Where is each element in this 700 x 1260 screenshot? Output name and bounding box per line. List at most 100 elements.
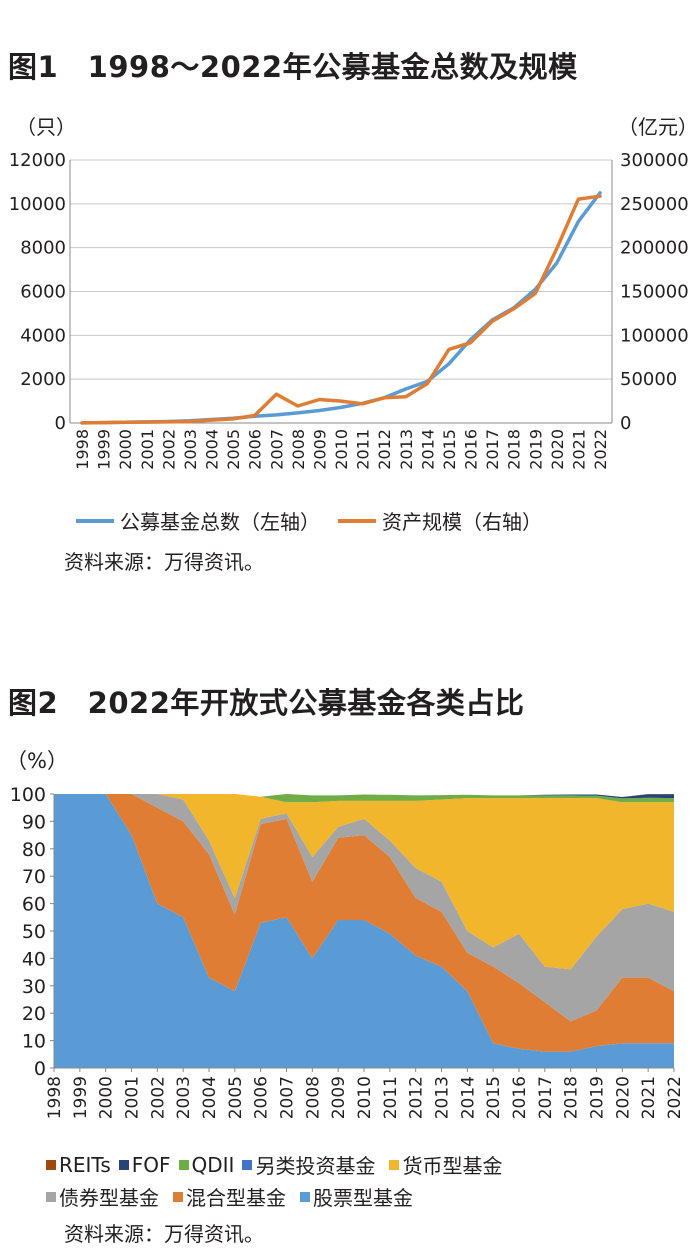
chart1-title: 图1 1998～2022年公募基金总数及规模 bbox=[8, 50, 578, 84]
x-tick-label: 1998 bbox=[45, 1076, 65, 1119]
x-tick-label: 2022 bbox=[665, 1076, 685, 1119]
y-left-tick-label: 6000 bbox=[20, 282, 66, 303]
x-tick-label: 2003 bbox=[181, 429, 200, 470]
x-tick-label: 2006 bbox=[252, 1076, 272, 1119]
x-tick-label: 2005 bbox=[224, 429, 243, 470]
x-tick-label: 2001 bbox=[138, 429, 157, 470]
x-tick-label: 2009 bbox=[329, 1076, 349, 1119]
x-tick-label: 2011 bbox=[381, 1076, 401, 1119]
x-tick-label: 2019 bbox=[588, 1076, 608, 1119]
x-tick-label: 2011 bbox=[354, 429, 373, 470]
y-tick-label: 30 bbox=[22, 976, 46, 998]
legend-swatch bbox=[173, 1191, 183, 1202]
x-tick-label: 2017 bbox=[483, 429, 502, 470]
legend-swatch bbox=[118, 1159, 129, 1170]
y-right-tick-label: 0 bbox=[620, 413, 631, 434]
y-right-unit: （亿元） bbox=[618, 115, 698, 139]
y-tick-label: 10 bbox=[22, 1031, 46, 1053]
x-tick-label: 2014 bbox=[418, 429, 437, 470]
legend-swatch bbox=[46, 1191, 56, 1202]
legend-label-reits: REITs bbox=[59, 1152, 111, 1177]
chart2-legend-row2: 债券型基金 混合型基金 股票型基金 bbox=[46, 1182, 413, 1211]
legend-label-fund-count: 公募基金总数（左轴） bbox=[120, 510, 320, 534]
y-tick-label: 70 bbox=[22, 866, 46, 888]
x-tick-label: 2018 bbox=[505, 429, 524, 470]
x-tick-label: 2009 bbox=[310, 429, 329, 470]
y-tick-label: 80 bbox=[22, 839, 46, 861]
x-tick-label: 2012 bbox=[407, 1076, 427, 1119]
x-tick-label: 2002 bbox=[148, 1076, 168, 1119]
y-right-tick-label: 300000 bbox=[620, 150, 689, 171]
legend-label-asset-size: 资产规模（右轴） bbox=[382, 510, 542, 534]
x-tick-label: 2004 bbox=[203, 429, 222, 470]
y-tick-label: 100 bbox=[10, 784, 46, 806]
y-right-tick-label: 200000 bbox=[620, 238, 689, 259]
legend-label-hybrid: 混合型基金 bbox=[186, 1186, 286, 1210]
x-tick-label: 2012 bbox=[375, 429, 394, 470]
legend-label-alternative: 另类投资基金 bbox=[255, 1154, 376, 1178]
x-tick-label: 2010 bbox=[355, 1076, 375, 1119]
series-line bbox=[80, 194, 602, 425]
y-tick-label: 0 bbox=[34, 1058, 46, 1080]
y-right-tick-label: 250000 bbox=[620, 194, 689, 215]
legend-label-qdii: QDII bbox=[191, 1152, 235, 1177]
x-tick-label: 2008 bbox=[289, 429, 308, 470]
y-left-tick-label: 8000 bbox=[20, 238, 66, 259]
chart2-source: 资料来源：万得资讯。 bbox=[64, 1222, 264, 1246]
chart2-title: 图2 2022年开放式公募基金各类占比 bbox=[8, 686, 525, 720]
y-tick-label: 90 bbox=[22, 811, 46, 833]
area-series bbox=[54, 794, 674, 803]
x-tick-label: 2020 bbox=[548, 429, 567, 470]
area-series bbox=[54, 794, 674, 1068]
chart1-plot: 0 2000 4000 6000 8000 10000 12000 0 50000 100000 1… bbox=[9, 115, 698, 470]
legend-swatch bbox=[242, 1159, 253, 1170]
x-tick-label: 2013 bbox=[433, 1076, 453, 1119]
y-tick-label: 60 bbox=[22, 894, 46, 916]
x-tick-label: 2006 bbox=[246, 429, 265, 470]
x-tick-label: 1999 bbox=[71, 1076, 91, 1119]
x-tick-label: 2000 bbox=[97, 1076, 117, 1119]
x-tick-label: 2018 bbox=[562, 1076, 582, 1119]
y-left-tick-label: 4000 bbox=[20, 325, 66, 346]
y-right-tick-label: 100000 bbox=[620, 325, 689, 346]
legend-swatch bbox=[46, 1159, 56, 1170]
x-tick-label: 2014 bbox=[458, 1076, 478, 1119]
x-tick-label: 2002 bbox=[159, 429, 178, 470]
chart2-legend-row1: REITs FOF QDII 另类投资基金 货币型基金 bbox=[46, 1150, 502, 1179]
legend-line-swatch bbox=[76, 518, 114, 523]
y-unit-label: （%） bbox=[6, 749, 68, 773]
chart1-legend: 公募基金总数（左轴） 资产规模（右轴） bbox=[76, 506, 542, 535]
legend-label-bond: 债券型基金 bbox=[59, 1186, 159, 1210]
legend-line-swatch bbox=[338, 518, 376, 523]
chart1-source: 资料来源：万得资讯。 bbox=[64, 550, 264, 574]
y-tick-label: 40 bbox=[22, 948, 46, 970]
x-tick-label: 2021 bbox=[639, 1076, 659, 1119]
x-tick-label: 2017 bbox=[536, 1076, 556, 1119]
x-tick-label: 1999 bbox=[95, 429, 114, 470]
x-tick-label: 2015 bbox=[440, 429, 459, 470]
x-tick-label: 2007 bbox=[278, 1076, 298, 1119]
x-tick-label: 1998 bbox=[73, 429, 92, 470]
y-left-tick-label: 0 bbox=[55, 413, 66, 434]
x-tick-label: 2005 bbox=[226, 1076, 246, 1119]
legend-label-stock: 股票型基金 bbox=[313, 1186, 413, 1210]
x-tick-label: 2013 bbox=[397, 429, 416, 470]
x-tick-label: 2003 bbox=[174, 1076, 194, 1119]
x-tick-label: 2015 bbox=[484, 1076, 504, 1119]
legend-label-fof: FOF bbox=[131, 1152, 171, 1177]
area-series bbox=[54, 794, 674, 1022]
x-tick-label: 2016 bbox=[510, 1076, 530, 1119]
x-tick-label: 2004 bbox=[200, 1076, 220, 1119]
y-left-tick-label: 12000 bbox=[9, 150, 66, 171]
x-tick-label: 2001 bbox=[123, 1076, 143, 1119]
x-tick-label: 2019 bbox=[526, 429, 545, 470]
y-right-tick-label: 50000 bbox=[620, 369, 677, 390]
x-tick-label: 2021 bbox=[569, 429, 588, 470]
y-left-tick-label: 2000 bbox=[20, 369, 66, 390]
x-tick-label: 2016 bbox=[462, 429, 481, 470]
x-tick-label: 2000 bbox=[116, 429, 135, 470]
legend-swatch bbox=[389, 1159, 400, 1170]
y-left-tick-label: 10000 bbox=[9, 194, 66, 215]
x-tick-label: 2008 bbox=[303, 1076, 323, 1119]
